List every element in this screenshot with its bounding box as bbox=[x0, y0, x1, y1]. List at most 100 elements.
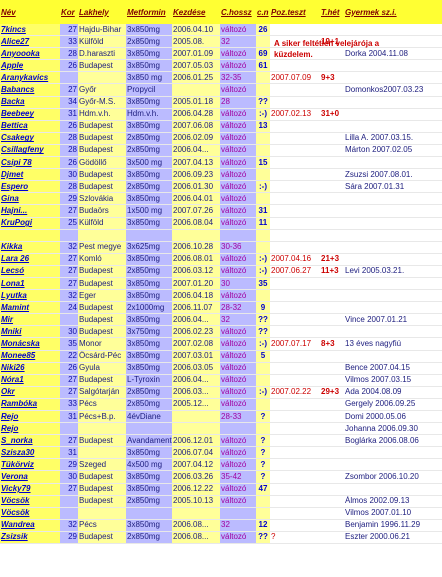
member-name-link[interactable]: Rejo bbox=[0, 422, 60, 436]
member-name-link[interactable]: Alice27 bbox=[0, 35, 60, 49]
residence-cell: Budapest bbox=[78, 120, 126, 133]
table-row: Nóra1 27 Budapest L-Tyroxin 2006.04... változ… bbox=[0, 374, 442, 387]
member-name-link[interactable]: Mamint bbox=[0, 301, 60, 315]
member-name-link[interactable]: Csakegy bbox=[0, 132, 60, 145]
cycle-day-cell: :-) bbox=[256, 386, 270, 399]
member-name-link[interactable]: Lara 26 bbox=[0, 253, 60, 266]
member-name-link[interactable]: Anyoooka bbox=[0, 47, 60, 61]
cycle-day-cell: 26 bbox=[256, 24, 270, 37]
cycle-length-cell: változó bbox=[220, 386, 256, 399]
cycle-length-cell: változó bbox=[220, 144, 256, 158]
pregnancy-week-cell bbox=[320, 156, 344, 170]
pregnancy-week-cell bbox=[320, 24, 344, 37]
member-name-link[interactable]: Apple bbox=[0, 59, 60, 73]
metformin-dose-cell: 1x500 mg bbox=[126, 204, 172, 218]
table-row: Csillagfeny 28 Budapest 2x850mg 2006.04... vá… bbox=[0, 144, 442, 158]
member-name-link[interactable]: Backa bbox=[0, 96, 60, 109]
member-name-link[interactable]: Tükörviz bbox=[0, 458, 60, 472]
cycle-length-cell: változó bbox=[220, 59, 256, 73]
member-name-link[interactable]: Verona bbox=[0, 470, 60, 484]
header-col-gyermek[interactable]: Gyermek sz.i. bbox=[344, 0, 442, 24]
member-name-link[interactable]: Vöcsök bbox=[0, 507, 60, 520]
member-name-link[interactable]: Mir bbox=[0, 313, 60, 327]
metformin-dose-cell: 3x850mg bbox=[126, 24, 172, 37]
positive-test-date-cell bbox=[270, 483, 320, 496]
metformin-dose-cell: 3x850mg bbox=[126, 313, 172, 327]
member-name-link[interactable]: Csillagfeny bbox=[0, 144, 60, 158]
member-name-link[interactable]: Aranykavics bbox=[0, 71, 60, 85]
positive-test-date-cell bbox=[270, 83, 320, 97]
member-name-link[interactable]: Vöcsök bbox=[0, 495, 60, 508]
start-date-cell: 2007.07.26 bbox=[172, 204, 220, 218]
table-row: Bettica 26 Budapest 3x850mg 2007.06.08 változ… bbox=[0, 120, 442, 133]
header-col-pozteszt[interactable]: Poz.teszt bbox=[270, 0, 320, 24]
table-row: Anyoooka 28 D.haraszti 3x850mg 2007.01.09 vál… bbox=[0, 47, 442, 61]
positive-test-date-cell bbox=[270, 422, 320, 436]
member-name-link[interactable]: Rambóka bbox=[0, 398, 60, 412]
positive-test-date-cell bbox=[270, 120, 320, 133]
member-name-link[interactable]: Espero bbox=[0, 180, 60, 194]
member-name-link[interactable]: 7kincs bbox=[0, 24, 60, 37]
cycle-length-cell: változó bbox=[220, 108, 256, 121]
member-name-link[interactable]: Hajni... bbox=[0, 204, 60, 218]
positive-test-date-cell bbox=[270, 313, 320, 327]
header-col-thet[interactable]: T.hét bbox=[320, 0, 344, 24]
member-name-link[interactable]: Lyutka bbox=[0, 289, 60, 303]
member-name-link[interactable]: Mniki bbox=[0, 325, 60, 339]
age-cell bbox=[60, 313, 78, 327]
members-table: Név Kor Lakhely Metformin Kezdése C.hossz c.n P… bbox=[0, 0, 442, 545]
member-name-link[interactable]: Gina bbox=[0, 192, 60, 206]
member-name-link[interactable]: Beebeey bbox=[0, 108, 60, 121]
header-col-chossz[interactable]: C.hossz bbox=[220, 0, 256, 24]
age-cell: 29 bbox=[60, 192, 78, 206]
residence-cell: Budapest bbox=[78, 132, 126, 145]
header-col-metformin[interactable]: Metformin bbox=[126, 0, 172, 24]
member-name-link[interactable]: Nóra1 bbox=[0, 374, 60, 387]
member-name-link[interactable]: Monee85 bbox=[0, 350, 60, 363]
age-cell: 26 bbox=[60, 59, 78, 73]
pregnancy-week-cell bbox=[320, 83, 344, 97]
cycle-length-cell: változó bbox=[220, 217, 256, 230]
header-col-kezdese[interactable]: Kezdése bbox=[172, 0, 220, 24]
residence-cell: Budapest bbox=[78, 265, 126, 278]
member-name-link[interactable]: Rejo bbox=[0, 410, 60, 424]
member-name-link[interactable]: Kikka bbox=[0, 241, 60, 254]
member-name-link[interactable]: Babancs bbox=[0, 83, 60, 97]
header-col-lakhely[interactable]: Lakhely bbox=[78, 0, 126, 24]
member-name-link[interactable]: Zsizsik bbox=[0, 531, 60, 545]
cycle-day-cell bbox=[256, 422, 270, 436]
member-name-link[interactable]: Vicky79 bbox=[0, 483, 60, 496]
cycle-length-cell: 35-42 bbox=[220, 470, 256, 484]
member-name-link[interactable]: S_norka bbox=[0, 434, 60, 448]
member-name-link[interactable]: Okr bbox=[0, 386, 60, 399]
start-date-cell: 2007.04.13 bbox=[172, 156, 220, 170]
children-cell bbox=[344, 120, 442, 133]
member-name-link[interactable]: Monácska bbox=[0, 337, 60, 351]
start-date-cell: 2006.04.28 bbox=[172, 108, 220, 121]
cycle-length-cell: változó bbox=[220, 350, 256, 363]
member-name-link[interactable]: Lecsó bbox=[0, 265, 60, 278]
header-col-nev[interactable]: Név bbox=[0, 0, 60, 24]
table-row: Hajni... 27 Budaörs 1x500 mg 2007.07.26 válto… bbox=[0, 204, 442, 218]
member-name-link[interactable]: Lona1 bbox=[0, 277, 60, 291]
cycle-length-cell bbox=[220, 422, 256, 436]
member-name-link[interactable]: KruPogi bbox=[0, 217, 60, 230]
member-name-link[interactable]: Szisza30 bbox=[0, 446, 60, 460]
start-date-cell: 2005.10.13 bbox=[172, 495, 220, 508]
start-date-cell: 2005.08. bbox=[172, 35, 220, 49]
positive-test-date-cell bbox=[270, 96, 320, 109]
member-name-link[interactable]: Niki26 bbox=[0, 362, 60, 375]
start-date-cell: 2006.02.09 bbox=[172, 132, 220, 145]
member-name-link[interactable]: Wandrea bbox=[0, 519, 60, 532]
member-name-link[interactable]: Djmet bbox=[0, 168, 60, 182]
member-name-link[interactable]: Csipi 78 bbox=[0, 156, 60, 170]
table-row: Szisza30 31 3x850mg 2006.07.04 változó? bbox=[0, 446, 442, 460]
member-name-link[interactable]: Bettica bbox=[0, 120, 60, 133]
age-cell: 27 bbox=[60, 83, 78, 97]
cycle-day-cell bbox=[256, 144, 270, 158]
header-col-cn[interactable]: c.n bbox=[256, 0, 270, 24]
header-col-kor[interactable]: Kor bbox=[60, 0, 78, 24]
metformin-dose-cell: 2x850mg bbox=[126, 398, 172, 412]
metformin-dose-cell: 3x850mg bbox=[126, 483, 172, 496]
start-date-cell: 2006.01.30 bbox=[172, 180, 220, 194]
